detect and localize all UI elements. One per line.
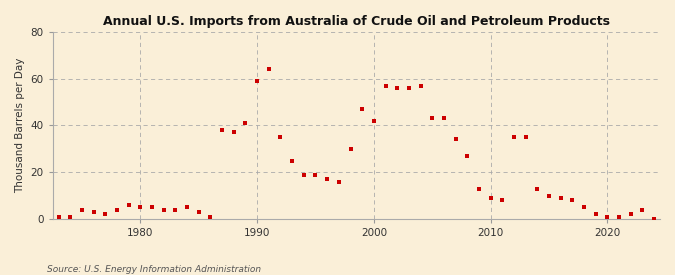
Point (65, 214, 76, 219)
Point (310, 172, 321, 177)
Point (474, 186, 485, 191)
Point (182, 205, 192, 210)
Point (485, 196, 496, 200)
Point (462, 154, 472, 158)
Point (275, 135, 286, 139)
Point (520, 135, 531, 139)
Point (357, 107, 368, 111)
Point (380, 84, 391, 88)
Point (637, 207, 648, 212)
Point (509, 135, 520, 139)
Point (369, 119, 379, 123)
Point (170, 207, 181, 212)
Point (626, 212, 637, 216)
Point (228, 130, 239, 135)
Point (333, 179, 344, 184)
Point (135, 205, 146, 210)
Point (298, 172, 309, 177)
Point (217, 128, 227, 132)
Point (392, 86, 402, 90)
Point (193, 210, 204, 214)
Point (263, 67, 274, 72)
Point (240, 121, 251, 125)
Point (205, 214, 216, 219)
Point (450, 137, 461, 142)
Point (543, 193, 554, 198)
Point (415, 84, 426, 88)
Text: Source: U.S. Energy Information Administration: Source: U.S. Energy Information Administ… (47, 265, 261, 274)
Point (404, 86, 414, 90)
Point (124, 203, 134, 207)
Point (146, 205, 157, 210)
Point (578, 205, 589, 210)
Point (556, 196, 566, 200)
Point (100, 212, 111, 216)
Point (427, 116, 437, 121)
Point (614, 214, 624, 219)
Point (53, 214, 64, 219)
Point (567, 198, 578, 202)
Point (532, 186, 543, 191)
Point (602, 214, 613, 219)
Point (439, 116, 450, 121)
Point (322, 177, 333, 182)
Point (76, 207, 87, 212)
Point (88, 210, 99, 214)
Title: Annual U.S. Imports from Australia of Crude Oil and Petroleum Products: Annual U.S. Imports from Australia of Cr… (103, 15, 610, 28)
Point (649, 217, 659, 221)
Point (158, 207, 169, 212)
Y-axis label: Thousand Barrels per Day: Thousand Barrels per Day (15, 58, 25, 193)
Point (497, 198, 508, 202)
Point (591, 212, 601, 216)
Point (287, 158, 298, 163)
Point (252, 79, 263, 83)
Point (111, 207, 122, 212)
Point (345, 147, 356, 151)
